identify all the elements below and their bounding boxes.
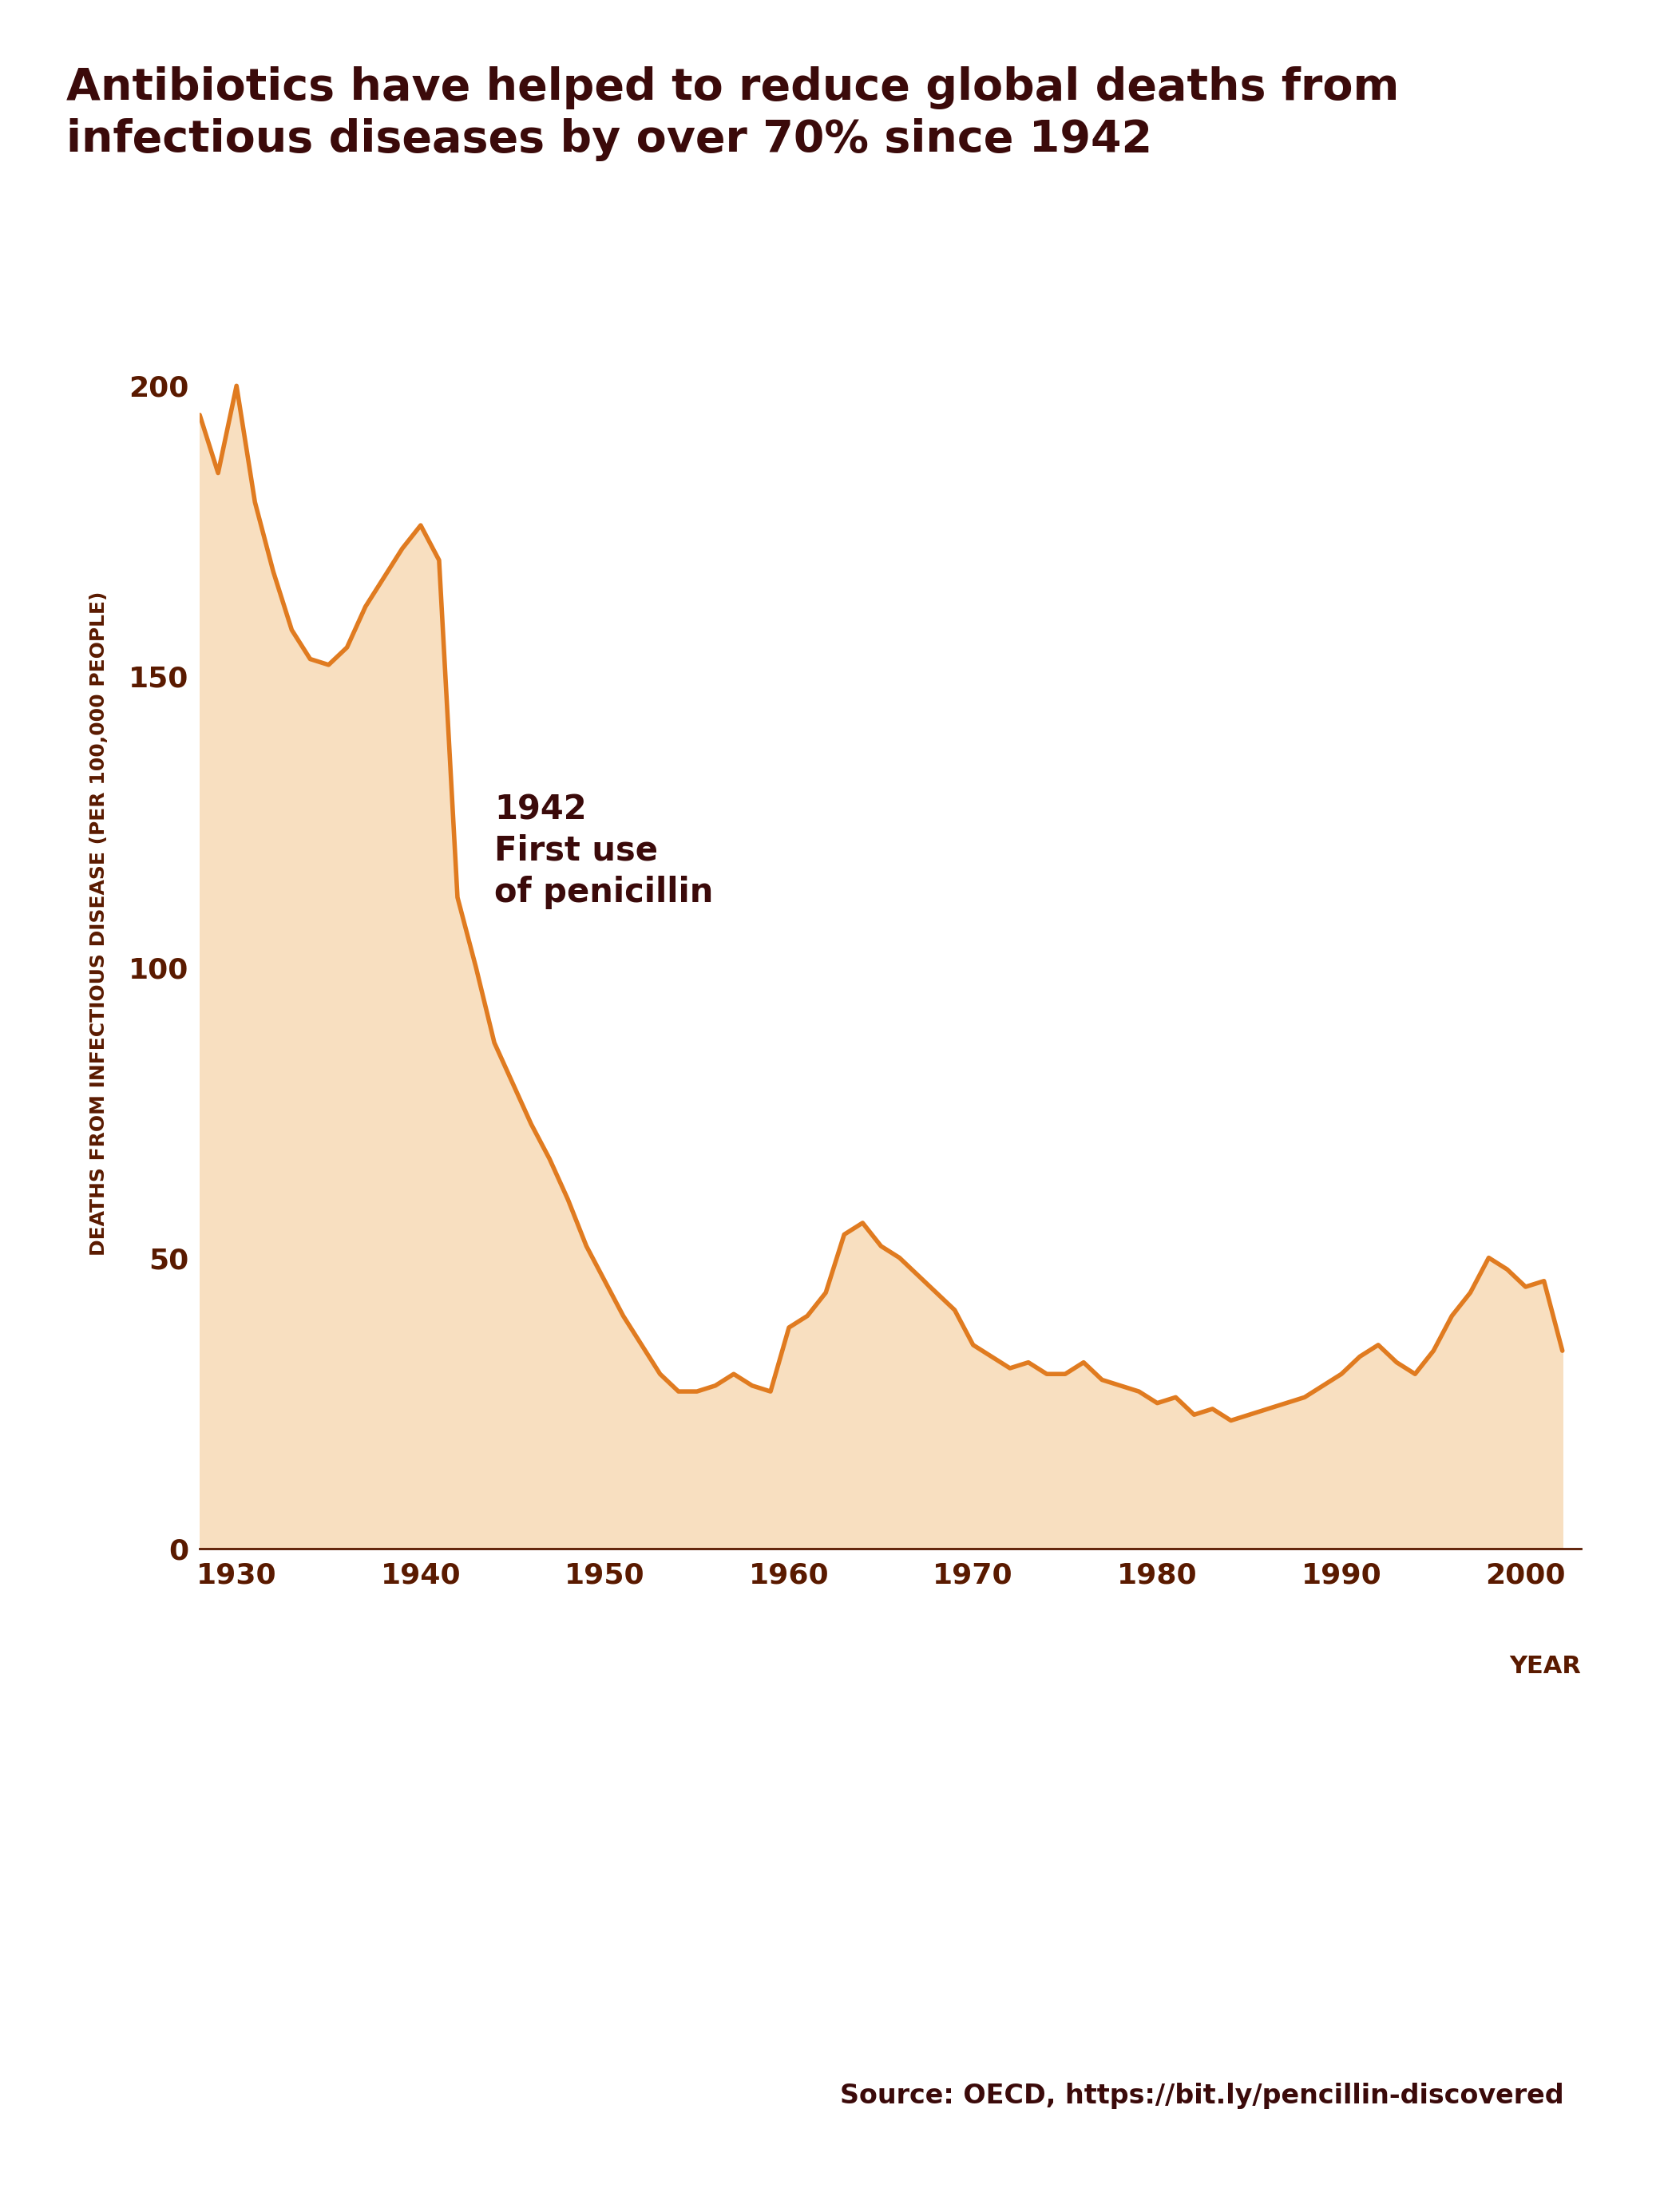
Text: Antibiotics have helped to reduce global deaths from
infectious diseases by over: Antibiotics have helped to reduce global… bbox=[67, 66, 1399, 161]
Text: 1942
First use
of penicillin: 1942 First use of penicillin bbox=[494, 792, 714, 909]
Text: YEAR: YEAR bbox=[1509, 1655, 1581, 1677]
Text: Source: OECD, https://bit.ly/pencillin-discovered: Source: OECD, https://bit.ly/pencillin-d… bbox=[840, 2084, 1564, 2108]
Y-axis label: DEATHS FROM INFECTIOUS DISEASE (PER 100,000 PEOPLE): DEATHS FROM INFECTIOUS DISEASE (PER 100,… bbox=[90, 591, 108, 1256]
Text: W: W bbox=[1303, 1785, 1426, 1891]
Text: wellcome: wellcome bbox=[1296, 1980, 1433, 2006]
